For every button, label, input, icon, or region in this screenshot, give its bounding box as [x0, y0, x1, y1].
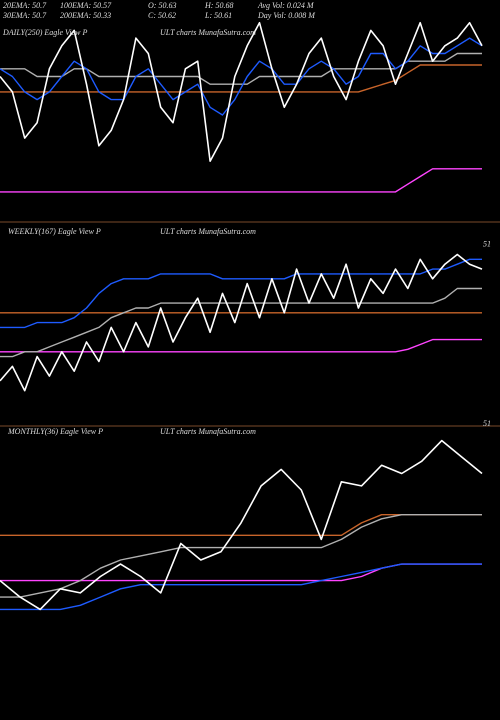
stat-label: Day Vol: 0.008 M	[257, 11, 316, 20]
stat-label: 200EMA: 50.33	[60, 11, 111, 20]
stat-label: L: 50.61	[204, 11, 232, 20]
stat-label: 20EMA: 50.7	[3, 1, 47, 10]
price-line	[0, 514, 482, 598]
y-tick-label: 51	[483, 419, 491, 428]
panel-title: WEEKLY(167) Eagle View P	[8, 227, 101, 236]
price-line	[0, 338, 482, 353]
stat-label: H: 50.68	[204, 1, 233, 10]
panel-title: DAILY(250) Eagle View P	[2, 28, 87, 37]
price-line	[0, 253, 483, 392]
stat-label: 100EMA: 50.57	[60, 1, 112, 10]
panel-subtitle: ULT charts MunafaSutra.com	[160, 427, 256, 436]
panel-subtitle: ULT charts MunafaSutra.com	[160, 28, 256, 37]
stat-label: Avg Vol: 0.024 M	[257, 1, 315, 10]
stat-label: O: 50.63	[148, 1, 176, 10]
price-line	[0, 21, 483, 162]
price-line	[0, 258, 482, 329]
y-tick-label: 51	[483, 240, 491, 249]
price-line	[0, 168, 482, 193]
panel-title: MONTHLY(36) Eagle View P	[7, 427, 103, 436]
price-line	[0, 563, 482, 611]
price-line	[0, 439, 483, 611]
stat-label: C: 50.62	[148, 11, 176, 20]
price-line	[0, 64, 482, 93]
stat-label: 30EMA: 50.7	[2, 11, 47, 20]
panel-subtitle: ULT charts MunafaSutra.com	[160, 227, 256, 236]
price-line	[0, 37, 483, 116]
